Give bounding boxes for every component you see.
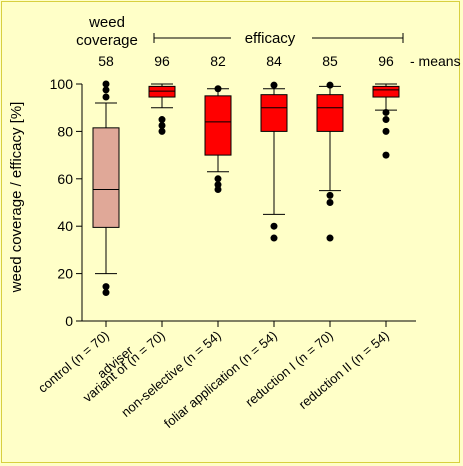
y-tick-label: 60 [57,171,73,187]
means-label: - means [410,53,461,69]
mean-label-4: 84 [266,53,282,69]
y-ticks: 0 20 40 60 80 100 [50,76,82,329]
outlier-point [270,234,278,242]
outlier-point [326,199,334,206]
y-tick-label: 20 [57,266,73,282]
header-weed-coverage-line2: coverage [76,32,138,49]
mean-label-3: 82 [210,53,226,69]
mean-label-1: 58 [98,53,114,69]
outlier-point [382,116,390,124]
x-label-non-selective: non-selective (n = 54) [118,328,224,420]
box-4 [260,81,288,242]
outlier-point [102,289,110,297]
mean-label-2: 96 [154,53,170,69]
outlier-point [158,121,166,129]
outlier-point [214,85,222,93]
iqr-box [372,85,400,98]
iqr-box [260,94,288,132]
outlier-point [102,80,110,88]
y-axis-label: weed coverage / efficacy [%] [8,102,25,294]
iqr-box [316,94,344,132]
box-6 [372,83,400,159]
header-weed-coverage-line1: weed [88,14,125,31]
y-tick-label: 100 [50,76,74,92]
box-5 [316,81,344,242]
box-3 [204,85,232,193]
x-label-foliar-application: foliar application (n = 54) [161,328,280,431]
box-1 [92,80,120,297]
outlier-point [214,181,222,189]
iqr-box [148,85,176,98]
outlier-point [158,127,166,135]
y-tick-label: 80 [57,123,73,139]
mean-labels: 58 96 82 84 85 96 [98,53,394,69]
outlier-point [326,81,334,89]
header-efficacy-label: efficacy [245,30,296,47]
outlier-point [158,116,166,124]
mean-label-6: 96 [378,53,394,69]
y-tick-label: 40 [57,218,73,234]
outlier-point [214,175,222,183]
mean-label-5: 85 [322,53,338,69]
outlier-point [270,81,278,89]
boxes [92,80,400,297]
box-2 [148,83,176,135]
outlier-point [326,191,334,199]
y-tick-label: 0 [65,313,73,329]
iqr-box [92,127,120,228]
iqr-box [204,95,232,156]
outlier-point [382,127,390,135]
outlier-point [102,86,110,94]
outlier-point [270,222,278,230]
outlier-point [326,234,334,242]
outlier-point [382,151,390,159]
outlier-point [102,283,110,291]
x-tick-labels: control (n = 70)variant of (n = 70)advis… [35,321,392,431]
outlier-point [102,93,110,101]
outlier-point [382,108,390,116]
